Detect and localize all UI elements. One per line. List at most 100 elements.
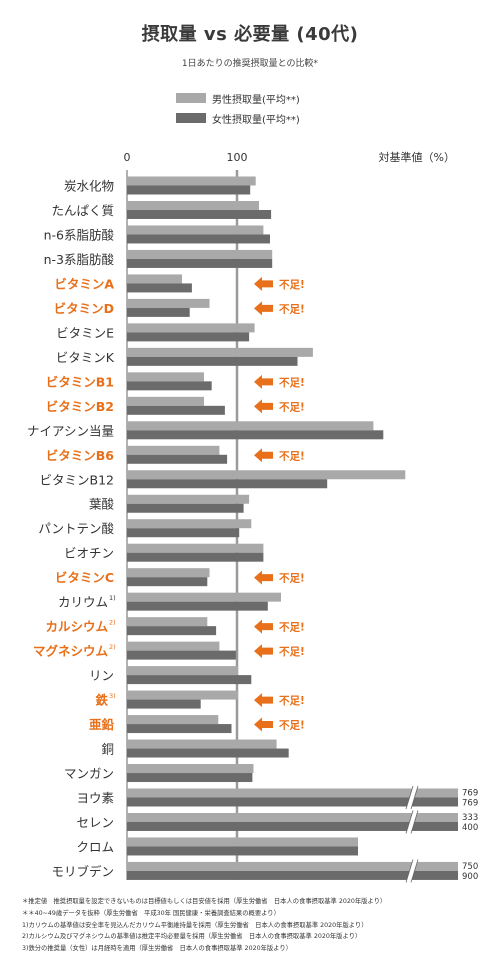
bar-female <box>127 675 252 685</box>
category-label: ヨウ素 <box>76 791 114 806</box>
bar-male <box>127 764 254 774</box>
shortage-arrow-icon <box>254 399 273 414</box>
bar-male <box>127 837 358 847</box>
category-label: パントテン酸 <box>38 521 114 536</box>
shortage-arrow-icon <box>254 448 273 463</box>
bar-male <box>127 861 458 871</box>
axis-break-mark <box>405 810 414 834</box>
bar-male <box>127 372 204 382</box>
bar-female <box>127 748 289 758</box>
chart-title: 摂取量 vs 必要量 (40代) <box>141 24 359 45</box>
bar-female <box>127 601 268 611</box>
category-label: リン <box>89 668 114 683</box>
legend: 男性摂取量(平均**) 女性摂取量(平均**) <box>176 88 300 128</box>
bar-female <box>127 356 298 366</box>
bar-female <box>127 381 212 391</box>
bar-male <box>127 421 374 431</box>
bar-male <box>127 470 406 480</box>
category-label: ビタミンB6 <box>46 448 115 463</box>
axis-break-mark <box>405 785 414 810</box>
bar-male <box>127 249 273 259</box>
bar-female <box>127 797 458 807</box>
shortage-arrow-icon <box>254 693 273 708</box>
shortage-label: 不足! <box>279 720 305 732</box>
bar-male <box>127 200 259 210</box>
category-label: 亜鉛 <box>89 717 115 732</box>
bar-male <box>127 274 182 284</box>
bar-female <box>127 258 273 268</box>
bar-female <box>127 577 208 587</box>
category-label: n-6系脂肪酸 <box>44 227 115 242</box>
category-label: ナイアシン当量 <box>27 423 114 438</box>
bar-male <box>127 347 313 357</box>
axis-break-gap <box>406 786 418 809</box>
bar-male <box>127 543 264 553</box>
category-label: ビオチン <box>64 546 114 561</box>
bar-female <box>127 821 458 831</box>
category-label: 葉酸 <box>89 497 115 512</box>
x-axis-title: 対基準値（%） <box>379 150 455 164</box>
value-label-male: 750 <box>462 862 478 872</box>
legend-label-female: 女性摂取量(平均**) <box>212 114 300 126</box>
bar-male <box>127 788 458 798</box>
bar-female <box>127 846 358 856</box>
bar-male <box>127 323 255 333</box>
bar-female <box>127 773 253 783</box>
bar-male <box>127 445 220 455</box>
category-label: セレン <box>76 815 114 830</box>
category-label: ビタミンB1 <box>46 374 114 389</box>
bar-male <box>127 666 239 676</box>
legend-item-female: 女性摂取量(平均**) <box>176 108 300 128</box>
value-label-male: 769 <box>462 789 478 799</box>
category-footnote-marker: 3) <box>109 692 116 700</box>
bar-male <box>127 298 210 308</box>
shortage-label: 不足! <box>279 450 305 462</box>
value-label-female: 400 <box>462 823 478 833</box>
shortage-arrow-icon <box>254 374 273 389</box>
shortage-arrow-icon <box>254 570 273 585</box>
axis-break-gap <box>406 810 418 834</box>
axis-break-mark <box>405 859 414 883</box>
bar-male <box>127 592 281 602</box>
category-label: ビタミンD <box>54 301 114 316</box>
bar-female <box>127 430 384 440</box>
bar-male <box>127 519 252 529</box>
category-footnote-marker: 2) <box>109 619 116 627</box>
bar-male <box>127 225 264 235</box>
footnote: ＊＊40~49歳データを抜粋（厚生労働省 平成30年 国民健康・栄養調査結果の概… <box>22 909 280 917</box>
category-label: 鉄 <box>95 693 108 708</box>
shortage-label: 不足! <box>279 279 305 291</box>
category-footnote-marker: 1) <box>109 594 116 602</box>
axis-break-mark <box>410 785 419 810</box>
axis-break-mark <box>410 859 419 883</box>
x-tick-label: 100 <box>227 151 248 164</box>
category-label: ビタミンC <box>55 570 114 585</box>
bar-female <box>127 405 225 415</box>
bar-male <box>127 396 204 406</box>
footnote: ＊推定値 推奨摂取量を設定できないものは目標値もしくは目安値を採用（厚生労働省 … <box>22 898 387 905</box>
bar-female <box>127 209 272 219</box>
x-tick-label: 0 <box>124 151 131 164</box>
bar-female <box>127 870 458 880</box>
category-label: 銅 <box>101 742 114 757</box>
bar-male <box>127 641 220 651</box>
legend-swatch-male <box>176 93 206 103</box>
bar-male <box>127 176 256 186</box>
chart-subtitle: 1日あたりの推奨摂取量との比較* <box>181 59 319 69</box>
bar-female <box>127 283 192 293</box>
bar-female <box>127 307 190 317</box>
bar-female <box>127 332 250 342</box>
category-label: ビタミンB12 <box>40 472 114 487</box>
shortage-label: 不足! <box>279 622 305 634</box>
bar-male <box>127 617 208 627</box>
bar-male <box>127 715 219 725</box>
bar-female <box>127 552 264 562</box>
bar-female <box>127 528 240 538</box>
category-label: n-3系脂肪酸 <box>44 252 115 267</box>
category-label: マンガン <box>64 766 114 781</box>
category-label: ビタミンE <box>56 325 114 340</box>
shortage-label: 不足! <box>279 573 305 585</box>
category-label: マグネシウム <box>33 644 109 659</box>
shortage-label: 不足! <box>279 695 305 707</box>
